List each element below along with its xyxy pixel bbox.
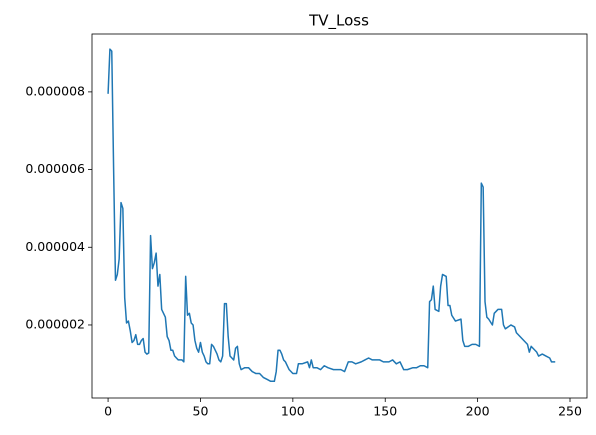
x-tick-label: 250 [558, 404, 582, 419]
x-tick-label: 0 [104, 404, 112, 419]
chart-title: TV_Loss [308, 12, 369, 31]
x-tick-label: 200 [466, 404, 490, 419]
y-tick-label: 0.000004 [25, 239, 85, 254]
data-line [107, 48, 556, 383]
x-tick-label: 150 [373, 404, 397, 419]
x-tick-label: 100 [281, 404, 305, 419]
x-tick-label: 50 [193, 404, 209, 419]
y-tick-label: 0.000006 [25, 161, 85, 176]
y-tick-label: 0.000008 [25, 83, 85, 98]
plot-frame [91, 33, 588, 399]
y-tick-label: 0.000002 [25, 316, 85, 331]
